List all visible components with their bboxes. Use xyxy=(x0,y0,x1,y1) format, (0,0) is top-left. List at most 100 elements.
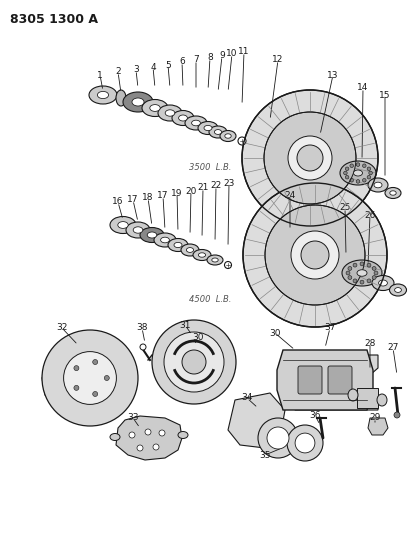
Text: 7: 7 xyxy=(193,55,199,64)
Circle shape xyxy=(42,330,138,426)
Circle shape xyxy=(360,280,364,284)
Text: 16: 16 xyxy=(112,198,124,206)
Text: 32: 32 xyxy=(56,324,68,333)
Circle shape xyxy=(367,263,371,267)
Ellipse shape xyxy=(374,182,382,188)
Text: 20: 20 xyxy=(185,187,197,196)
Text: 33: 33 xyxy=(127,414,139,423)
Text: 19: 19 xyxy=(171,189,183,198)
Text: 13: 13 xyxy=(327,70,339,79)
Ellipse shape xyxy=(186,248,194,253)
Circle shape xyxy=(182,350,206,374)
Text: 28: 28 xyxy=(364,338,376,348)
Ellipse shape xyxy=(372,276,394,290)
Ellipse shape xyxy=(89,86,117,104)
Circle shape xyxy=(348,266,352,270)
Circle shape xyxy=(345,167,349,171)
Text: 3: 3 xyxy=(133,66,139,75)
Ellipse shape xyxy=(97,91,109,99)
Ellipse shape xyxy=(168,238,188,252)
Circle shape xyxy=(129,432,135,438)
Circle shape xyxy=(369,171,372,175)
Circle shape xyxy=(363,179,366,182)
Text: 18: 18 xyxy=(142,193,154,203)
Text: 23: 23 xyxy=(223,179,235,188)
Circle shape xyxy=(367,175,371,179)
Ellipse shape xyxy=(172,110,194,125)
Ellipse shape xyxy=(192,120,200,126)
Text: 34: 34 xyxy=(241,393,253,402)
Text: 6: 6 xyxy=(179,58,185,67)
Text: 30: 30 xyxy=(269,328,281,337)
Text: 27: 27 xyxy=(387,343,399,352)
Circle shape xyxy=(350,164,353,167)
Text: 31: 31 xyxy=(179,320,191,329)
Circle shape xyxy=(360,262,364,266)
Ellipse shape xyxy=(368,178,388,192)
Text: 26: 26 xyxy=(364,211,376,220)
Circle shape xyxy=(140,344,146,350)
Text: 2: 2 xyxy=(115,68,121,77)
Ellipse shape xyxy=(193,249,211,261)
Ellipse shape xyxy=(110,216,136,233)
Ellipse shape xyxy=(357,270,367,276)
Circle shape xyxy=(74,385,79,390)
Circle shape xyxy=(152,320,236,404)
Ellipse shape xyxy=(220,131,236,141)
Text: 11: 11 xyxy=(238,47,250,56)
Circle shape xyxy=(288,136,332,180)
FancyBboxPatch shape xyxy=(328,366,352,394)
Ellipse shape xyxy=(158,105,182,121)
Circle shape xyxy=(344,171,347,175)
Ellipse shape xyxy=(353,170,363,176)
Ellipse shape xyxy=(123,92,153,112)
Circle shape xyxy=(74,366,79,370)
Ellipse shape xyxy=(147,232,157,238)
Circle shape xyxy=(394,412,400,418)
Text: 5: 5 xyxy=(165,61,171,69)
Text: 22: 22 xyxy=(211,182,222,190)
Circle shape xyxy=(258,418,298,458)
Text: 37: 37 xyxy=(324,324,336,333)
Ellipse shape xyxy=(178,115,187,121)
Circle shape xyxy=(63,352,117,405)
Circle shape xyxy=(367,167,371,171)
Polygon shape xyxy=(42,340,108,412)
Polygon shape xyxy=(228,393,285,448)
Circle shape xyxy=(356,163,360,166)
Circle shape xyxy=(93,360,98,365)
Circle shape xyxy=(238,137,246,145)
Circle shape xyxy=(93,391,98,397)
Text: 1: 1 xyxy=(97,70,103,79)
Circle shape xyxy=(104,376,109,381)
Ellipse shape xyxy=(142,100,168,117)
Ellipse shape xyxy=(395,288,401,293)
Text: 15: 15 xyxy=(379,91,391,100)
Text: 4500  L.B.: 4500 L.B. xyxy=(189,295,231,304)
Ellipse shape xyxy=(348,389,358,401)
Polygon shape xyxy=(368,418,388,435)
Text: 24: 24 xyxy=(284,190,296,199)
Ellipse shape xyxy=(133,227,143,233)
FancyBboxPatch shape xyxy=(298,366,322,394)
Circle shape xyxy=(291,231,339,279)
Ellipse shape xyxy=(389,284,407,296)
Text: 8305 1300 A: 8305 1300 A xyxy=(10,13,98,26)
Circle shape xyxy=(137,445,143,451)
Text: 21: 21 xyxy=(197,183,209,192)
Ellipse shape xyxy=(174,243,182,248)
Text: 29: 29 xyxy=(369,414,381,423)
Circle shape xyxy=(265,205,365,305)
Circle shape xyxy=(267,427,289,449)
Ellipse shape xyxy=(161,237,169,243)
Ellipse shape xyxy=(140,228,164,243)
Circle shape xyxy=(153,444,159,450)
Ellipse shape xyxy=(110,433,120,440)
Ellipse shape xyxy=(150,104,160,111)
Text: 14: 14 xyxy=(357,84,369,93)
Polygon shape xyxy=(116,416,182,460)
Circle shape xyxy=(164,332,224,392)
Ellipse shape xyxy=(214,130,222,134)
Circle shape xyxy=(243,183,387,327)
Circle shape xyxy=(242,90,378,226)
